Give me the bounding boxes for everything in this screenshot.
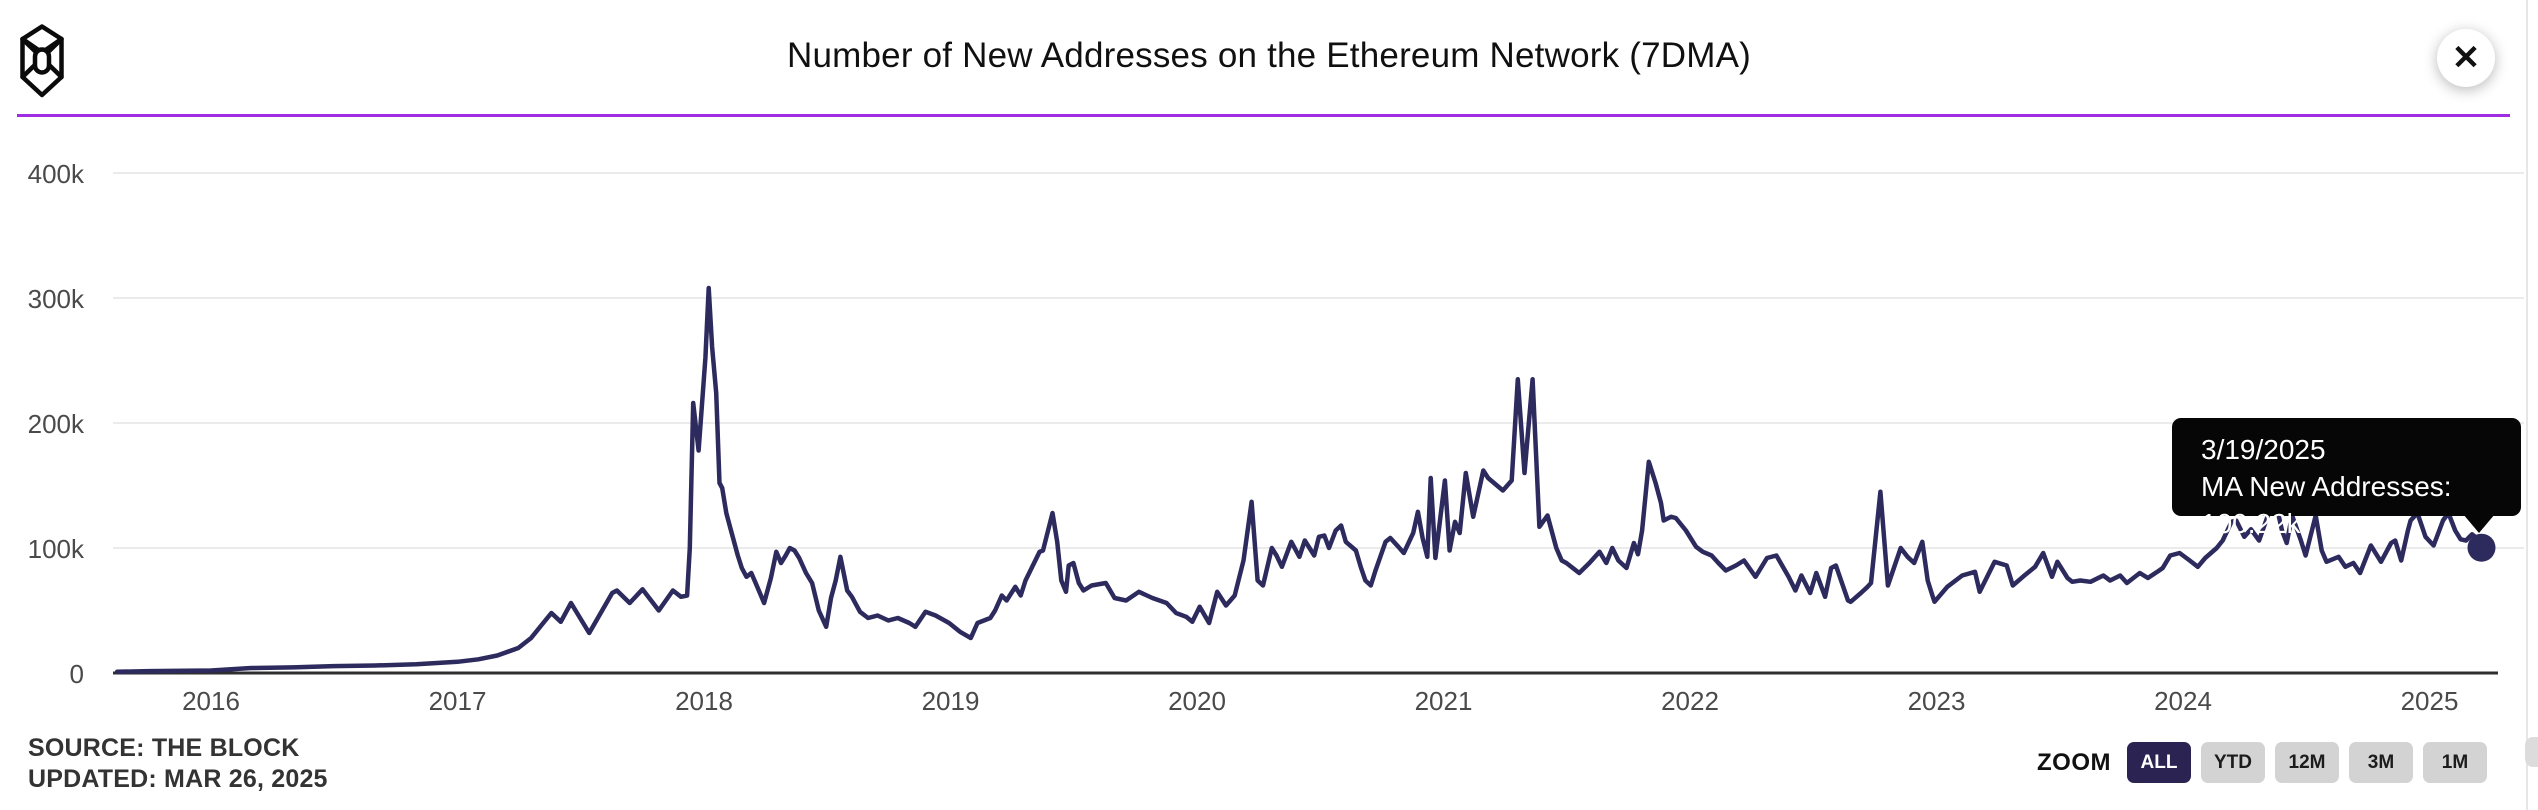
x-axis-tick-label: 2022 xyxy=(1661,686,1719,716)
zoom-label: ZOOM xyxy=(2037,748,2111,776)
x-axis-tick-label: 2024 xyxy=(2154,686,2212,716)
tooltip-value: MA New Addresses: 100.22k xyxy=(2201,471,2452,539)
x-axis-tick-label: 2016 xyxy=(182,686,240,716)
close-icon: ✕ xyxy=(2451,39,2481,77)
ma-new-addresses-line xyxy=(114,285,2484,675)
updated-line: UPDATED: MAR 26, 2025 xyxy=(28,765,328,793)
x-axis-tick-label: 2025 xyxy=(2400,686,2459,716)
tooltip-pointer xyxy=(2463,514,2495,533)
zoom-button-ytd[interactable]: YTD xyxy=(2201,742,2265,783)
y-axis-tick-label: 300k xyxy=(27,284,84,314)
x-axis-tick-label: 2019 xyxy=(921,686,980,716)
header-accent-rule xyxy=(17,114,2510,117)
y-axis-tick-label: 100k xyxy=(27,534,84,564)
page-title: Number of New Addresses on the Ethereum … xyxy=(787,36,1751,75)
x-axis-tick-label: 2021 xyxy=(1414,686,1473,716)
y-axis-tick-label: 0 xyxy=(69,659,84,689)
x-axis-tick-label: 2017 xyxy=(428,686,487,716)
source-block: SOURCE: THE BLOCK UPDATED: MAR 26, 2025 xyxy=(28,733,328,795)
x-axis-tick-label: 2018 xyxy=(675,686,733,716)
hover-tooltip: 3/19/2025 MA New Addresses: 100.22k xyxy=(2172,418,2521,539)
tooltip-date: 3/19/2025 xyxy=(2201,434,2326,465)
page-edge-divider xyxy=(2526,0,2528,810)
zoom-button-1m[interactable]: 1M xyxy=(2423,742,2487,783)
close-button[interactable]: ✕ xyxy=(2437,29,2495,87)
y-axis-tick-label: 200k xyxy=(27,409,84,439)
the-block-logo xyxy=(20,24,64,98)
zoom-button-all[interactable]: ALL xyxy=(2127,742,2191,783)
y-axis-tick-label: 400k xyxy=(27,159,84,189)
zoom-button-3m[interactable]: 3M xyxy=(2349,742,2413,783)
source-line: SOURCE: THE BLOCK xyxy=(28,734,300,762)
hover-point-marker xyxy=(2467,533,2496,562)
x-axis-tick-label: 2023 xyxy=(1907,686,1966,716)
page-edge-scroll-tab xyxy=(2525,737,2538,767)
zoom-button-12m[interactable]: 12M xyxy=(2275,742,2339,783)
zoom-controls: ZOOM ALL YTD 12M 3M 1M xyxy=(2037,742,2487,783)
x-axis-tick-label: 2020 xyxy=(1168,686,1226,716)
